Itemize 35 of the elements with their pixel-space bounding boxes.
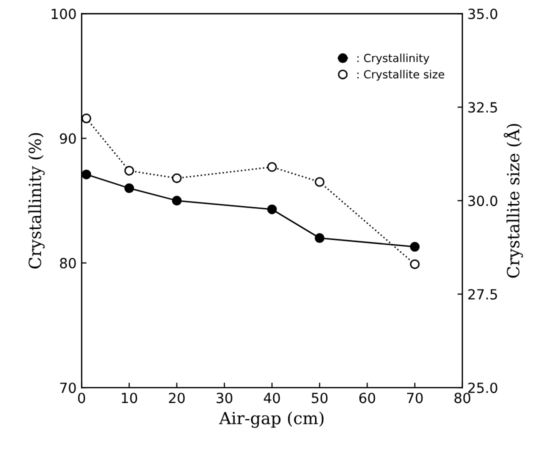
x-tick-label: 10 xyxy=(122,392,138,404)
x-tick-label: 80 xyxy=(454,392,470,404)
x-tick-label: 30 xyxy=(216,392,232,404)
y2-tick-label: 30.0 xyxy=(468,196,498,206)
point xyxy=(267,162,277,172)
x-axis-title: Air-gap (cm) xyxy=(219,411,324,428)
point xyxy=(172,173,182,184)
point xyxy=(410,259,420,270)
x-tick-label: 60 xyxy=(359,392,376,404)
y2-tick-label: 25.0 xyxy=(468,382,498,394)
y-tick-label: 70 xyxy=(60,382,76,394)
legend-label: : Crystallinity xyxy=(357,54,430,64)
point xyxy=(124,166,134,176)
x-tick-label: 0 xyxy=(78,392,86,404)
point xyxy=(314,233,324,243)
point xyxy=(172,196,182,206)
x-tick-label: 50 xyxy=(312,392,328,404)
y2-tick-label: 35.0 xyxy=(468,8,498,20)
y2-tick-label: 27.5 xyxy=(468,289,497,300)
x-tick-label: 70 xyxy=(407,392,423,404)
point xyxy=(410,242,420,252)
point xyxy=(314,177,324,187)
point xyxy=(82,170,92,180)
y-axis-title: Crystallinity (%) xyxy=(28,133,45,269)
y2-axis-title: Crystallite size (Å) xyxy=(504,124,523,278)
point xyxy=(82,114,92,124)
y-tick-label: 100 xyxy=(52,8,76,20)
legend-label: : Crystallite size xyxy=(357,70,444,81)
x-tick-label: 40 xyxy=(264,392,280,404)
point xyxy=(124,183,134,194)
y-tick-label: 90 xyxy=(60,133,76,144)
point xyxy=(267,204,277,214)
y-tick-label: 80 xyxy=(60,258,76,268)
x-tick-label: 20 xyxy=(168,392,185,404)
y2-tick-label: 32.5 xyxy=(468,102,497,113)
